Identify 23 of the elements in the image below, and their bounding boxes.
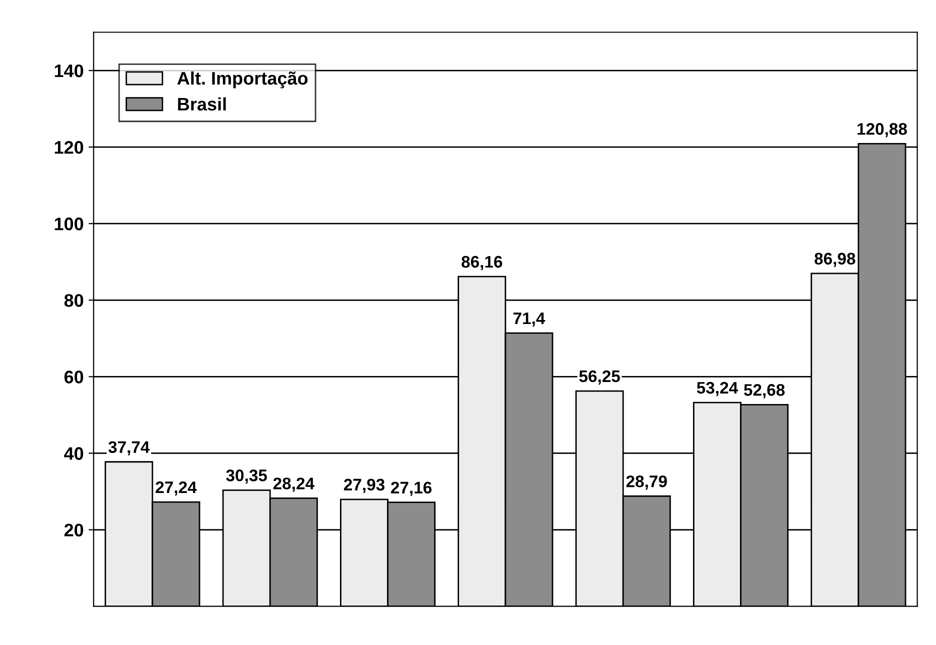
data-label: 27,93 — [344, 478, 384, 493]
data-label: 56,25 — [579, 370, 620, 385]
data-label: 120,88 — [858, 123, 907, 138]
y-tick-label: 120 — [54, 140, 84, 154]
y-tick-label: 140 — [54, 64, 84, 78]
y-tick-label: 60 — [64, 370, 84, 384]
data-label: 27,16 — [391, 482, 432, 496]
data-label: 71,4 — [513, 312, 546, 327]
y-tick-label: 100 — [54, 218, 84, 230]
y-tick-label: 40 — [64, 447, 84, 460]
data-label: 86,98 — [814, 252, 856, 267]
y-tick-label: 20 — [64, 524, 84, 536]
y-tick-label: 80 — [64, 294, 84, 307]
data-label: 86,16 — [462, 256, 502, 270]
data-label: 53,24 — [696, 382, 738, 396]
data-label: 30,35 — [226, 470, 267, 484]
legend-label: Alt. Importação — [177, 71, 308, 88]
data-label: 28,24 — [273, 478, 314, 492]
data-label: 37,74 — [108, 441, 150, 456]
data-label: 52,68 — [744, 384, 785, 398]
legend-label: Brasil — [178, 97, 226, 111]
data-label: 28,79 — [626, 475, 667, 490]
data-label: 27,24 — [156, 481, 197, 496]
